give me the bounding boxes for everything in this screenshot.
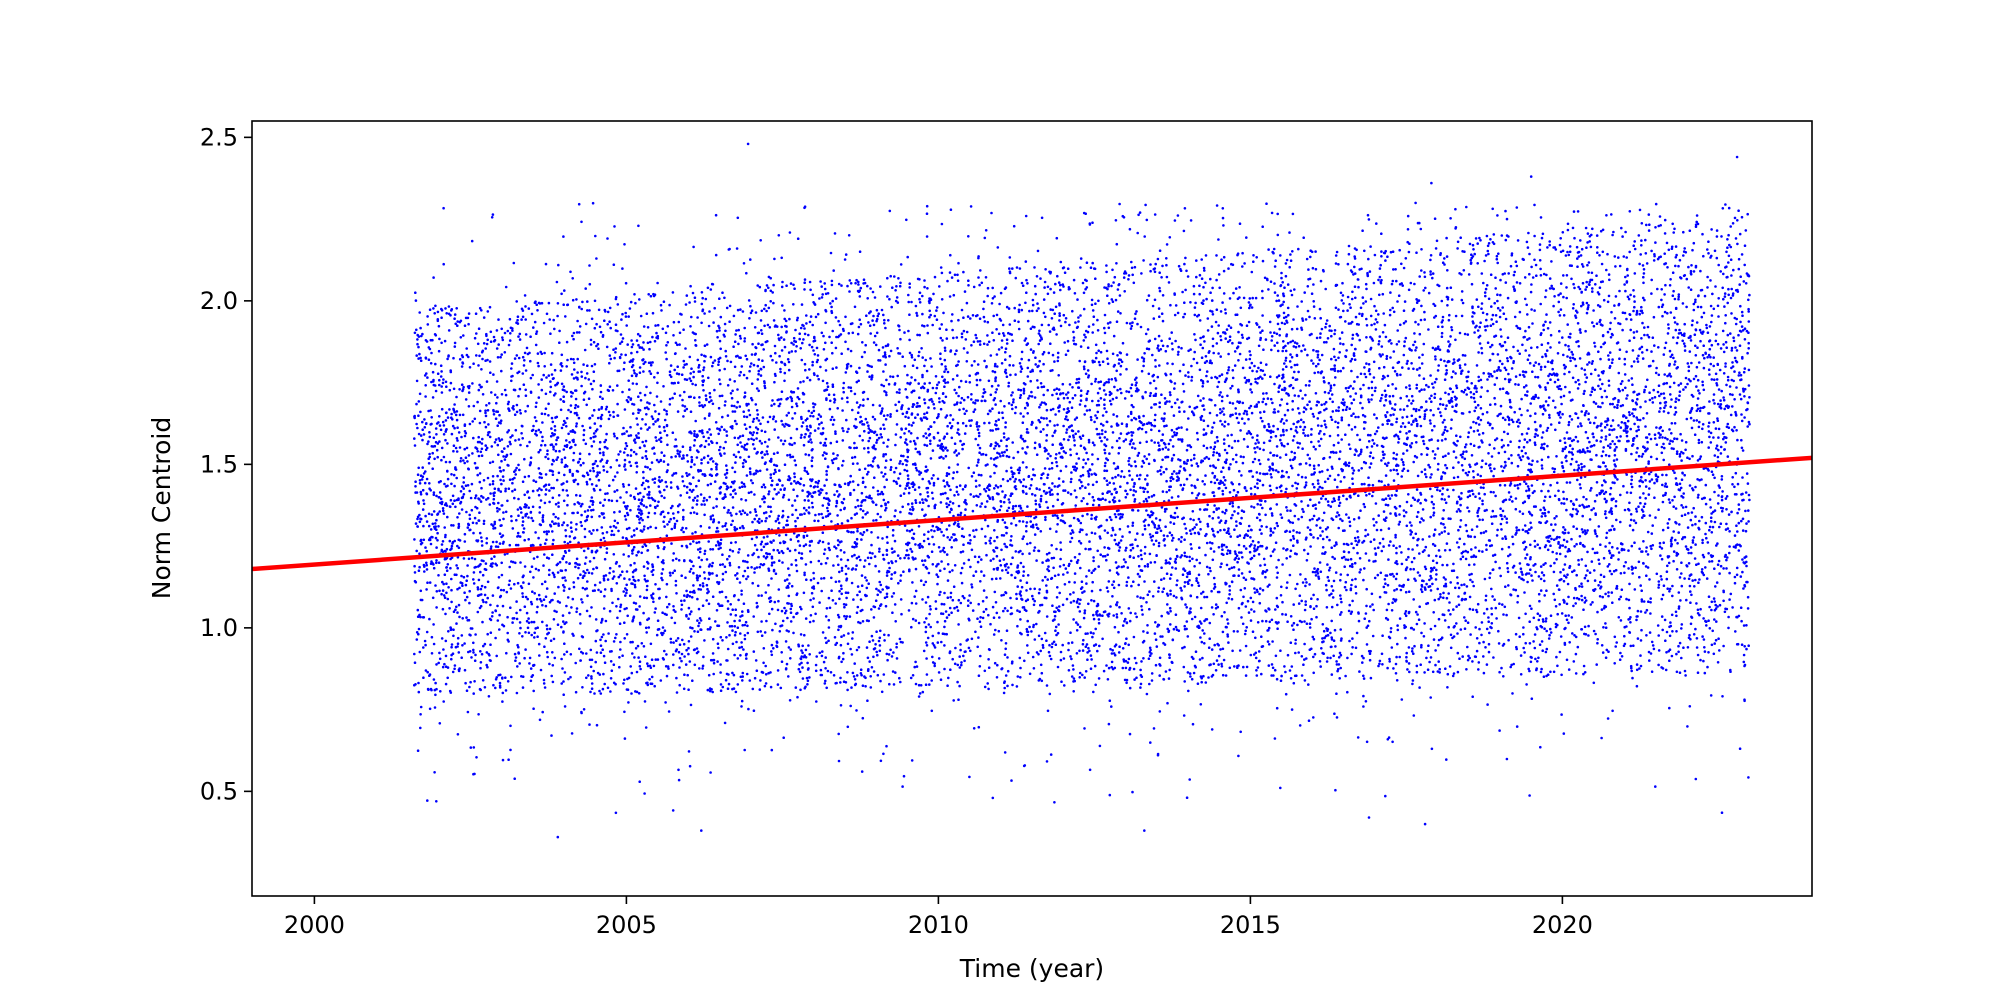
- x-axis: 2000 2005 2010 2015 2020: [284, 896, 1593, 939]
- trend-line: [252, 455, 1812, 572]
- y-axis-label: Norm Centroid: [147, 417, 176, 599]
- scatter-point-cloud: [413, 142, 1751, 839]
- scatter-points: [413, 142, 1751, 839]
- x-tick-label: 2015: [1220, 911, 1281, 939]
- x-tick-label: 2000: [284, 911, 345, 939]
- y-tick-label: 2.5: [200, 123, 238, 151]
- plot-frame: [251, 120, 1813, 897]
- x-tick-label: 2020: [1532, 911, 1593, 939]
- fit-line: [252, 455, 1812, 572]
- y-tick-label: 1.0: [200, 614, 238, 642]
- x-axis-label: Time (year): [959, 954, 1104, 983]
- y-tick-label: 2.0: [200, 287, 238, 315]
- y-tick-label: 0.5: [200, 777, 238, 805]
- y-tick-label: 1.5: [200, 450, 238, 478]
- x-tick-label: 2005: [596, 911, 657, 939]
- y-axis: 0.5 1.0 1.5 2.0 2.5: [200, 123, 252, 805]
- x-tick-label: 2010: [908, 911, 969, 939]
